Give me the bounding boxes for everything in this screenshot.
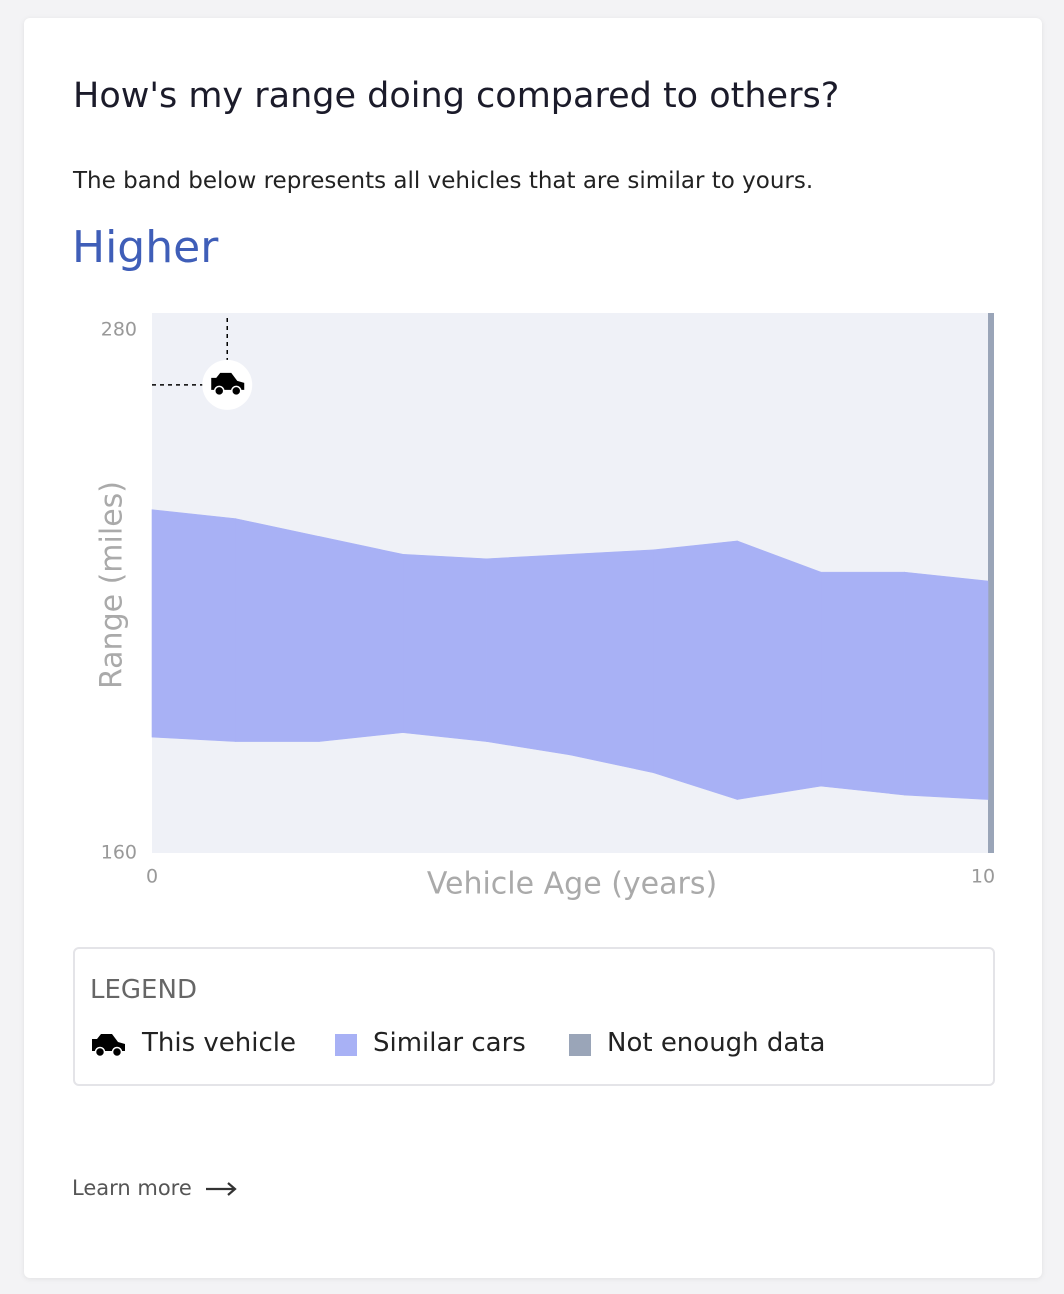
wheel (230, 385, 242, 397)
band-segment (402, 553, 487, 742)
legend-label: This vehicle (142, 1028, 296, 1058)
y-tick-label: 160 (101, 842, 137, 864)
legend-label: Similar cars (373, 1028, 526, 1058)
legend-swatch (335, 1034, 357, 1056)
y-axis-label: Range (miles) (95, 481, 130, 689)
subtitle: The band below represents all vehicles t… (73, 168, 814, 194)
band-segment (151, 509, 236, 742)
car-icon (92, 1034, 125, 1058)
band-segment (318, 536, 404, 742)
legend-title: LEGEND (90, 975, 197, 1005)
band-segment (820, 571, 905, 796)
title: How's my range doing compared to others? (73, 76, 840, 116)
chart: 160 280 0 10 Vehicle Age (years) Range (miles… (95, 313, 995, 902)
band-segment (904, 571, 989, 800)
x-axis-label: Vehicle Age (years) (427, 867, 717, 902)
x-tick-label: 10 (971, 866, 995, 888)
y-tick-label: 280 (101, 319, 137, 341)
legend (73, 947, 995, 1086)
band-segment (736, 540, 822, 800)
x-tick-label: 0 (146, 866, 158, 888)
car-body (211, 372, 245, 390)
band-segment (569, 549, 654, 774)
legend-label: Not enough data (607, 1028, 826, 1058)
band-segment (653, 540, 738, 800)
wheel (213, 385, 225, 397)
learn-more-link[interactable]: Learn more (72, 1176, 242, 1200)
status: Higher (72, 222, 219, 273)
band-segment (235, 518, 320, 742)
no-data-strip (988, 313, 994, 853)
legend-swatch (569, 1034, 591, 1056)
arrow[interactable] (202, 1179, 242, 1199)
band-segment (486, 553, 571, 756)
link-text[interactable]: Learn more (72, 1176, 192, 1200)
this-vehicle-marker (202, 359, 253, 410)
legend-icon-car (92, 1034, 125, 1058)
